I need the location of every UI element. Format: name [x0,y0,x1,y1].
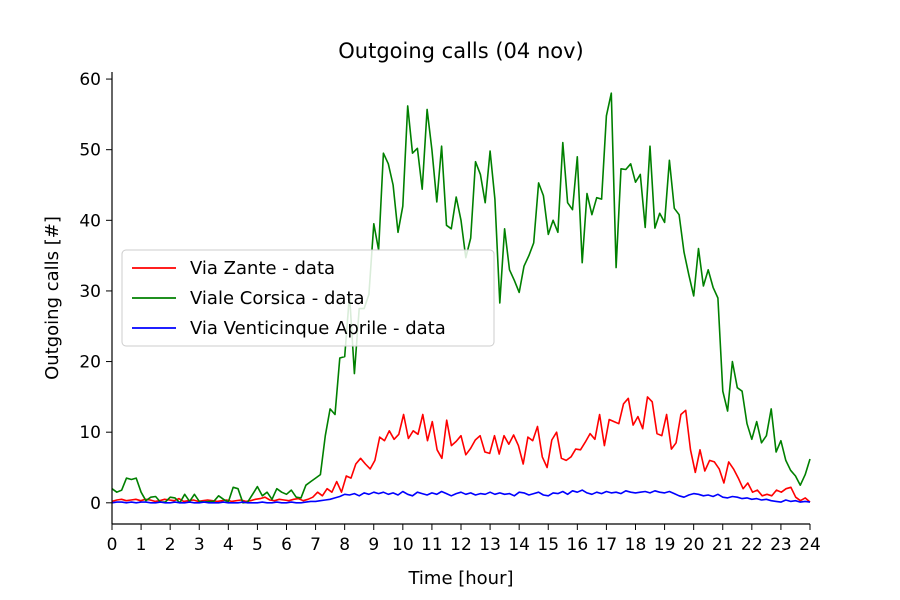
series-line-1 [111,396,811,503]
x-axis-label: Time [hour] [407,568,513,589]
x-tick-label: 13 [479,535,501,555]
x-tick-label: 1 [136,535,147,555]
y-tick-label: 20 [79,353,101,373]
axes-layer: 0 1 2 3 4 5 6 7 8 9 10 11 12 13 14 15 16 17 18 19 20 21 22 23 24… [79,70,820,555]
x-tick-label: 2 [165,535,176,555]
x-tick-label: 15 [537,535,559,555]
legend-label: Via Venticinque Aprile - data [190,318,446,339]
x-tick-label: 0 [107,535,118,555]
x-tick-label: 14 [508,535,530,555]
x-tick-label: 22 [741,535,763,555]
x-tick-label: 6 [281,535,292,555]
x-tick-label: 23 [770,535,792,555]
x-tick-label: 18 [625,535,647,555]
chart-title: Outgoing calls (04 nov) [338,39,583,63]
legend-label: Via Zante - data [190,258,335,279]
x-tick-label: 9 [368,535,379,555]
y-tick-label: 10 [79,423,101,443]
series-line-3 [111,489,811,504]
series-layer [111,92,811,504]
y-tick-label: 0 [90,494,101,514]
y-tick-label: 60 [79,70,101,90]
y-tick-label: 30 [79,282,101,302]
x-tick-label: 16 [567,535,589,555]
x-tick-label: 17 [596,535,618,555]
x-tick-label: 7 [310,535,321,555]
x-tick-label: 8 [339,535,350,555]
x-tick-label: 12 [450,535,472,555]
legend-label: Viale Corsica - data [190,288,365,309]
x-tick-label: 3 [194,535,205,555]
x-tick-label: 5 [252,535,263,555]
x-tick-label: 10 [392,535,414,555]
legend-box [121,249,495,347]
x-tick-label: 24 [799,535,821,555]
x-tick-label: 19 [654,535,676,555]
x-tick-label: 11 [421,535,443,555]
legend: Via Zante - data Viale Corsica - data Via … [121,249,495,347]
x-tick-label: 21 [712,535,734,555]
x-tick-label: 4 [223,535,234,555]
y-tick-label: 40 [79,211,101,231]
y-tick-label: 50 [79,141,101,161]
y-axis-label: Outgoing calls [#] [42,216,63,380]
x-tick-label: 20 [683,535,705,555]
